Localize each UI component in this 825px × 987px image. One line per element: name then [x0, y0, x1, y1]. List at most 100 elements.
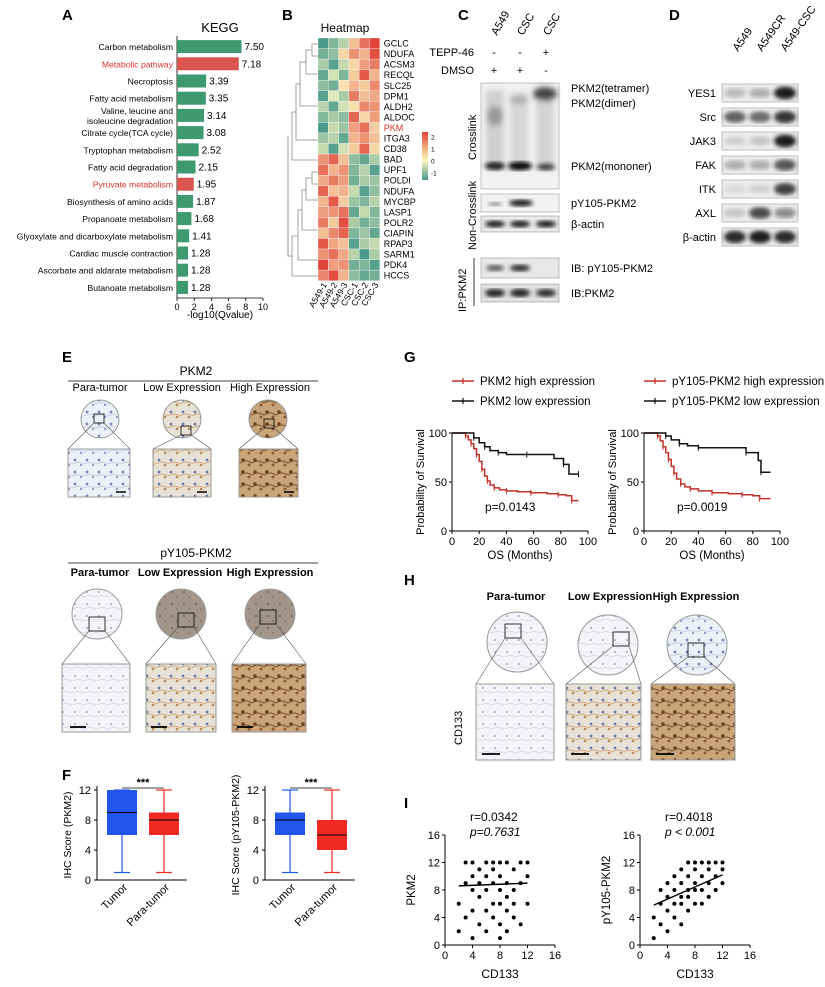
scatter-point	[651, 936, 656, 941]
panel-h-ihc-cd133: Para-tumor Low Expression High Expressio…	[453, 591, 740, 761]
heatmap-cell	[369, 153, 380, 165]
panel-g-survival: PKM2 high expression PKM2 low expression 0…	[415, 376, 824, 562]
scatter-fit-line	[458, 882, 528, 887]
scatter-point	[699, 901, 704, 906]
heatmap-cell	[348, 174, 360, 186]
heatmap-cell	[317, 58, 329, 70]
kegg-value-label: 1.87	[196, 197, 216, 208]
scatter-point	[720, 867, 725, 872]
heatmap-cell	[317, 69, 329, 81]
scatter-y-label: pY105-PKM2	[601, 856, 613, 924]
kegg-value-label: 2.15	[198, 163, 218, 174]
scatter-point	[504, 908, 509, 913]
km-x-tick-label: 40	[692, 536, 704, 548]
box-y-tick-label: 8	[253, 815, 259, 827]
scatter-r-label: r=0.4018	[665, 810, 713, 824]
kegg-bar	[177, 143, 199, 157]
heatmap-cell	[328, 196, 339, 207]
heatmap-cell	[317, 122, 329, 134]
kegg-bar	[177, 263, 189, 277]
scatter-point	[658, 922, 663, 927]
dmso-mark-1: +	[517, 65, 523, 77]
heatmap-cell	[359, 153, 370, 165]
blot-d-band	[724, 208, 746, 218]
blot-d-band	[724, 160, 746, 170]
scatter-point	[484, 874, 489, 879]
km-x-tick-label: 100	[771, 536, 789, 548]
band-monomer-label: PKM2(mononer)	[571, 161, 652, 173]
blot-d-label: FAK	[695, 160, 716, 172]
kegg-category-label: Valine, leucine and	[101, 106, 173, 116]
heatmap-cell	[359, 111, 370, 123]
km-y-tick-label: 50	[627, 477, 639, 489]
km-y-tick-label: 100	[429, 428, 447, 440]
km-legend-label: pY105-PKM2 high expression	[672, 376, 824, 388]
panel-letter-b: B	[282, 7, 293, 24]
kegg-category-label: Necroptosis	[128, 77, 173, 87]
heatmap-cell	[369, 185, 380, 197]
scatter-point	[518, 860, 523, 865]
scatter-point	[720, 860, 725, 865]
heatmap-cell	[328, 153, 339, 165]
kegg-bar	[177, 57, 239, 71]
km-x-tick-label: 0	[641, 536, 647, 548]
blot-d-band	[749, 207, 771, 219]
heatmap-cell	[369, 90, 380, 102]
scatter-point	[686, 874, 691, 879]
km-y-tick-label: 100	[621, 428, 639, 440]
heatmap-cell	[317, 238, 329, 250]
heatmap-cell	[359, 164, 370, 176]
kegg-category-label: Tryptophan metabolism	[84, 145, 173, 155]
ip-py105-bands	[486, 264, 530, 272]
heatmap-cell	[359, 196, 370, 207]
scatter-point	[686, 908, 691, 913]
kegg-xlabel: -log10(Qvalue)	[187, 310, 253, 321]
box-y-label: IHC Score (pY105-PKM2)	[230, 775, 242, 896]
scatter-point	[504, 860, 509, 865]
boxplot-py105: 0 4 8 12 IHC Score (pY105-PKM2) TumorPara-tum…	[230, 775, 355, 929]
heatmap-cell	[328, 164, 339, 176]
heatmap-legend-tick: 0	[431, 158, 435, 165]
kegg-category-label: Propanoate metabolism	[82, 214, 173, 224]
kegg-bar	[177, 74, 207, 88]
band-ib-py105-label: IB: pY105-PKM2	[571, 263, 653, 275]
tepp-mark-0: -	[492, 47, 496, 59]
kegg-x-tick-label: 10	[258, 302, 268, 312]
km-curve	[644, 432, 771, 500]
heatmap-cell	[369, 174, 380, 186]
scatter-point	[477, 894, 482, 899]
km-p-value: p=0.0019	[677, 500, 728, 514]
heatmap-cell	[338, 153, 350, 165]
km-py105: pY105-PKM2 high expression pY105-PKM2 low…	[607, 376, 824, 562]
blot-d-band	[724, 136, 746, 146]
actin-bands-c	[485, 220, 556, 228]
blot-d-label: JAK3	[690, 136, 716, 148]
km-x-tick-label: 40	[500, 536, 512, 548]
panel-letter-f: F	[62, 767, 71, 784]
km-legend-label: pY105-PKM2 low expression	[672, 396, 820, 408]
km-x-tick-label: 80	[747, 536, 759, 548]
kegg-category-label: Glyoxylate and dicarboxylate metabolism	[17, 231, 173, 241]
km-pkm2: PKM2 high expression PKM2 low expression 0…	[415, 376, 597, 562]
scatter-x-tick-label: 0	[637, 950, 643, 962]
scatter-point	[484, 929, 489, 934]
blot-d-band	[774, 230, 796, 244]
crosslink-smear	[486, 87, 557, 170]
heatmap-cell	[369, 58, 380, 70]
panel-c-western-blot: A549 CSC CSC TEPP-46 - - + DMSO + + -	[429, 9, 653, 312]
kegg-x-tick-label: 0	[174, 302, 179, 312]
heatmap-cell	[359, 90, 370, 102]
heatmap-row-label: SARM1	[384, 250, 415, 260]
scatter-y-tick-label: 4	[434, 913, 440, 925]
heatmap-cell	[328, 227, 339, 239]
heatmap-row-label: GCLC	[384, 39, 410, 49]
km-legend-label: PKM2 high expression	[480, 376, 595, 388]
box-y-tick-label: 8	[85, 815, 91, 827]
panel-letter-c: C	[458, 7, 469, 24]
panel-d-western-blot: A549 A549CR A549-CSC YES1SrcJAK3FAKITKAX…	[683, 4, 819, 247]
kegg-value-label: 2.52	[202, 145, 222, 156]
heatmap-cell	[317, 37, 329, 49]
blot-d-label: YES1	[688, 88, 716, 100]
heatmap-legend-tick: -1	[431, 170, 437, 177]
